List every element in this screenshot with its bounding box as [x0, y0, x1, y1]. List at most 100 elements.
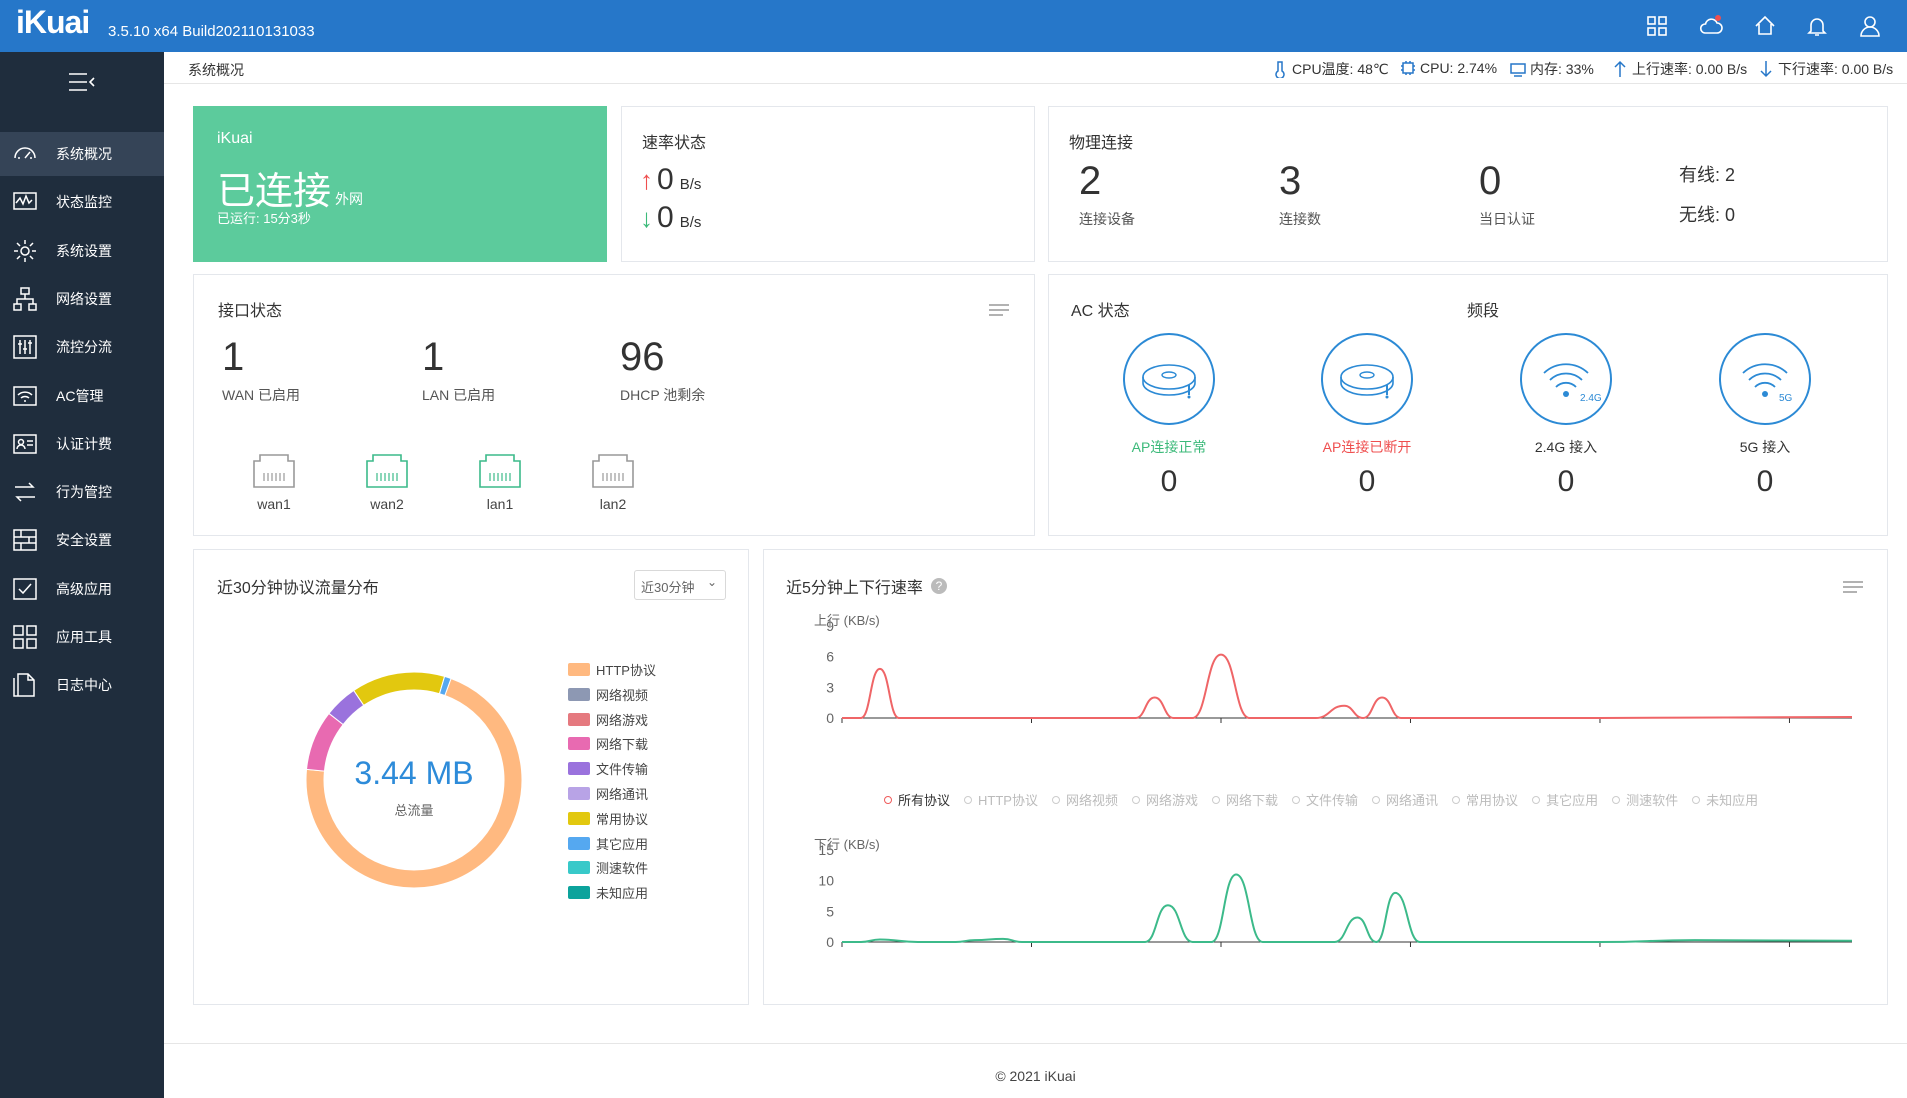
legend-swatch — [568, 737, 590, 751]
mem-text: 内存: 33% — [1530, 61, 1594, 77]
rate-legend-label: 常用协议 — [1466, 793, 1519, 808]
time-range-select[interactable]: 近30分钟 ⌄ — [634, 570, 726, 600]
rate-legend-item[interactable]: 网络下载 — [1212, 790, 1278, 809]
dhcp-label: DHCP 池剩余 — [620, 387, 706, 403]
x-tick-label: 20:55 — [1393, 725, 1428, 728]
logo: iKuai — [16, 4, 90, 40]
status-bar: 系统概况 CPU温度: 48℃ CPU: 2.74% 内存: 33% 上行速率:… — [164, 52, 1907, 84]
rate-legend-item[interactable]: 网络通讯 — [1372, 790, 1438, 809]
port-lan2[interactable]: lan2 — [583, 449, 643, 512]
rate-legend-item[interactable]: 网络视频 — [1051, 790, 1118, 809]
arrow-down-icon: ↓ — [640, 203, 653, 233]
conn-uptime: 已运行: 15分3秒 — [217, 211, 311, 226]
auth-value: 0 — [1479, 159, 1502, 203]
ac-item-label: 2.4G 接入 — [1534, 439, 1598, 455]
legend-dot-icon — [1131, 795, 1140, 804]
sidebar-item-9[interactable]: 安全设置 — [0, 518, 164, 562]
donut-slice-8[interactable] — [438, 675, 452, 697]
legend-label: HTTP协议 — [596, 663, 656, 678]
help-icon[interactable]: ? — [930, 578, 947, 594]
cloud-icon[interactable] — [1698, 13, 1724, 39]
sidebar-item-10[interactable]: 高级应用 — [0, 567, 164, 611]
legend-item[interactable]: 网络游戏 — [568, 710, 648, 729]
donut-chart — [305, 671, 523, 889]
protocol-title: 近30分钟协议流量分布 — [217, 580, 379, 597]
bell-icon[interactable] — [1804, 13, 1830, 39]
rate-title: 近5分钟上下行速率 — [786, 580, 923, 597]
sidebar-item-label: 系统设置 — [56, 242, 112, 259]
menu-lines-icon[interactable] — [988, 303, 1010, 319]
rate-legend-item[interactable]: 所有协议 — [884, 790, 950, 809]
physical-title: 物理连接 — [1069, 135, 1134, 152]
devices-label: 连接设备 — [1079, 211, 1135, 227]
speed-up: ↑ 0 B/s — [640, 163, 701, 197]
sidebar-item-8[interactable]: 行为管控 — [0, 470, 164, 514]
sidebar-item-4[interactable]: 网络设置 — [0, 277, 164, 321]
legend-item[interactable]: 网络视频 — [568, 685, 648, 704]
y-tick-label: 0 — [826, 934, 834, 950]
connection-card: iKuai 已连接 外网 已运行: 15分3秒 — [193, 106, 607, 262]
apps-icon — [12, 624, 38, 650]
menu-lines-icon[interactable] — [1842, 580, 1864, 596]
donut-slice-1[interactable] — [305, 677, 523, 889]
home-icon[interactable] — [1752, 13, 1778, 39]
legend-item[interactable]: HTTP协议 — [568, 660, 656, 679]
user-icon[interactable] — [1857, 13, 1883, 39]
speed-down-value: 0 — [657, 201, 674, 234]
document-icon — [12, 672, 38, 698]
donut-slice-7[interactable] — [352, 671, 446, 707]
wifi-5g-icon: 5G — [1719, 333, 1811, 425]
speed-up-value: 0 — [657, 163, 674, 196]
rate-legend-item[interactable]: 文件传输 — [1292, 790, 1358, 809]
port-lan1[interactable]: lan1 — [470, 449, 530, 512]
ac-title: AC 状态 — [1071, 303, 1130, 320]
legend-dot-icon — [1212, 795, 1220, 804]
rate-legend-item[interactable]: 其它应用 — [1532, 790, 1598, 809]
ac-item-value: 0 — [1160, 465, 1178, 498]
y-tick-label: 9 — [826, 618, 834, 634]
port-wan2[interactable]: wan2 — [357, 449, 417, 512]
sidebar-item-7[interactable]: 认证计费 — [0, 422, 164, 466]
legend-dot-icon — [964, 795, 973, 804]
sidebar-item-5[interactable]: 流控分流 — [0, 325, 164, 369]
rate-legend-label: 网络通讯 — [1386, 793, 1439, 808]
legend-item[interactable]: 未知应用 — [568, 883, 648, 902]
protocol-card: 近30分钟协议流量分布 近30分钟 ⌄ 3.44 MB 总流量 HTTP协议 网络… — [193, 549, 749, 1005]
sidebar-item-11[interactable]: 应用工具 — [0, 615, 164, 659]
dhcp-value: 96 — [620, 335, 665, 379]
legend-item[interactable]: 网络下载 — [568, 734, 648, 753]
menu-toggle-icon[interactable] — [66, 70, 96, 94]
sidebar-item-1[interactable]: 系统概况 — [0, 132, 164, 176]
legend-item[interactable]: 测速软件 — [568, 858, 648, 877]
network-icon — [12, 286, 38, 312]
legend-swatch — [568, 836, 590, 850]
y-tick-label: 10 — [818, 873, 834, 889]
port-wan1[interactable]: wan1 — [244, 449, 304, 512]
rate-legend-item[interactable]: 网络游戏 — [1131, 790, 1198, 809]
sidebar-item-3[interactable]: 系统设置 — [0, 229, 164, 273]
rate-legend-label: 测速软件 — [1626, 793, 1679, 808]
legend-item[interactable]: 常用协议 — [568, 809, 648, 828]
legend-item[interactable]: 文件传输 — [568, 759, 648, 778]
rate-legend-item[interactable]: 常用协议 — [1452, 790, 1518, 809]
port-name: wan2 — [370, 496, 404, 512]
version-text: 3.5.10 x64 Build202110131033 — [108, 23, 315, 40]
download-text: 下行速率: 0.00 B/s — [1778, 61, 1894, 77]
upload-stat: 上行速率: 0.00 B/s — [1612, 59, 1747, 79]
conn-brand: iKuai — [217, 130, 253, 147]
legend-item[interactable]: 其它应用 — [568, 834, 648, 853]
rate-legend-item[interactable]: 未知应用 — [1692, 790, 1758, 809]
legend-swatch — [568, 712, 590, 726]
down-axis-label: 下行 (KB/s) — [814, 837, 880, 852]
port-name: wan1 — [257, 496, 291, 512]
sidebar-item-2[interactable]: 状态监控 — [0, 180, 164, 224]
rate-legend-item[interactable]: HTTP协议 — [964, 790, 1038, 809]
sidebar-item-12[interactable]: 日志中心 — [0, 663, 164, 707]
cpu-temp-text: CPU温度: 48℃ — [1292, 61, 1389, 77]
x-tick-label: 20:52 — [824, 725, 859, 728]
legend-item[interactable]: 网络通讯 — [568, 784, 648, 803]
grid-icon[interactable] — [1644, 13, 1670, 39]
rate-legend-item[interactable]: 测速软件 — [1612, 790, 1678, 809]
sidebar-item-6[interactable]: AC管理 — [0, 374, 164, 418]
lan-value: 1 — [422, 335, 445, 379]
